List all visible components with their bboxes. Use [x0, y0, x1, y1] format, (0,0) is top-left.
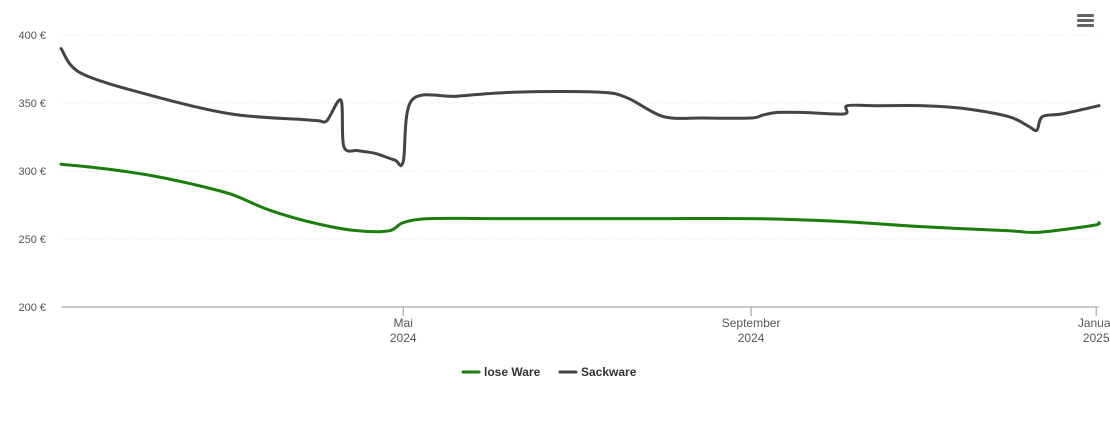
legend-item[interactable]: lose Ware: [461, 365, 541, 379]
hamburger-menu-icon[interactable]: [1076, 10, 1100, 32]
menu-bar: [1077, 14, 1094, 17]
series-line-sackware: [59, 47, 1101, 168]
y-tick-label: 300 €: [18, 166, 46, 178]
y-tick-label: 200 €: [18, 302, 46, 314]
series-line-lose-ware: [59, 162, 1101, 234]
x-axis-labels: Mai2024September2024Januar2025: [390, 316, 1110, 345]
menu-bar: [1077, 19, 1094, 22]
y-axis-labels: 200 € 250 € 300 € 350 € 400 €: [18, 30, 46, 314]
legend-item[interactable]: Sackware: [558, 365, 637, 379]
x-tick-label-year: 2024: [738, 331, 765, 345]
legend-label: lose Ware: [484, 365, 541, 379]
legend-label: Sackware: [581, 365, 637, 379]
series-lines: [59, 47, 1101, 234]
x-tick-label: September: [722, 316, 781, 330]
x-tick-label-year: 2025: [1083, 331, 1110, 345]
grid-lines: [61, 34, 1099, 240]
x-tick-label: Mai: [394, 316, 413, 330]
y-tick-label: 250 €: [18, 234, 46, 246]
x-tick-label: Januar: [1078, 316, 1110, 330]
y-tick-label: 350 €: [18, 98, 46, 110]
menu-bar: [1077, 24, 1094, 27]
y-tick-label: 400 €: [18, 30, 46, 42]
x-tick-label-year: 2024: [390, 331, 417, 345]
legend: lose Ware Sackware: [461, 365, 637, 379]
x-axis: [61, 306, 1099, 316]
